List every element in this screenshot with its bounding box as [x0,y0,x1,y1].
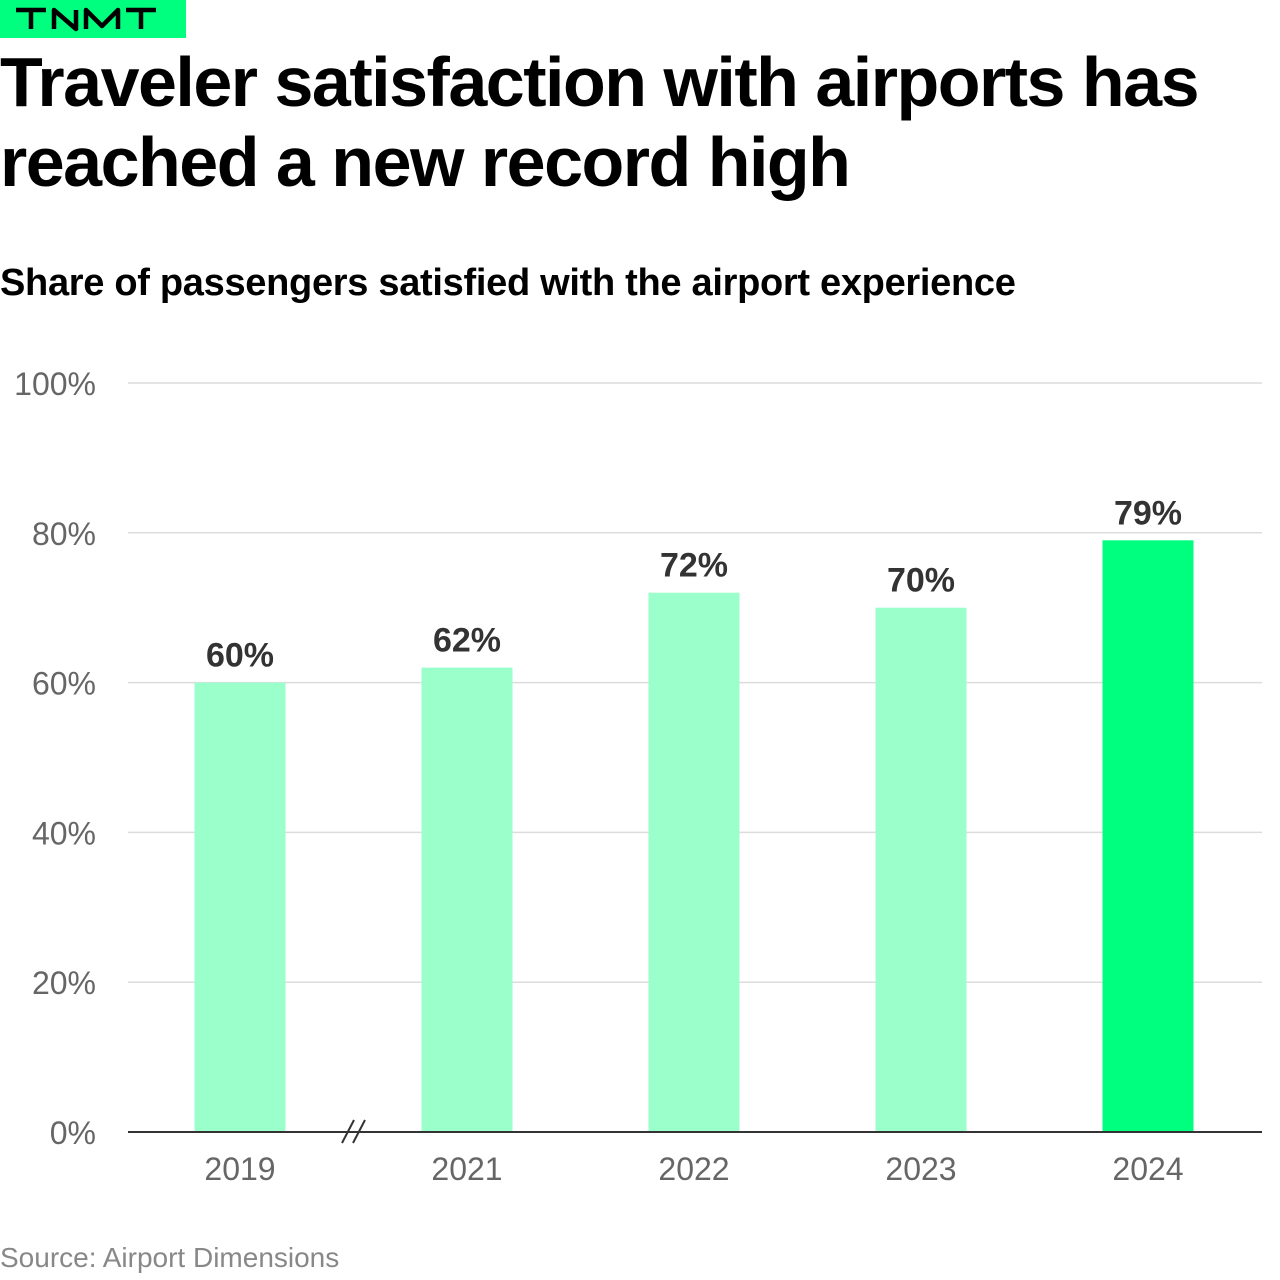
y-tick-label: 0% [50,1115,96,1151]
bar-2023 [875,607,967,1132]
y-tick-label: 20% [32,965,96,1001]
data-label: 72% [660,547,728,585]
bar-2021 [421,667,513,1132]
x-tick-label: 2022 [658,1151,729,1187]
chart-subtitle: Share of passengers satisfied with the a… [0,262,1016,304]
bar-2019 [194,682,286,1132]
x-tick-label: 2024 [1112,1151,1183,1187]
data-label: 70% [887,562,955,600]
tnmt-logo-icon [16,7,156,32]
data-label: 60% [206,637,274,675]
bar-2024 [1102,540,1194,1132]
y-tick-label: 40% [32,815,96,851]
y-tick-label: 60% [32,666,96,702]
x-tick-label: 2023 [885,1151,956,1187]
source-note: Source: Airport Dimensions [0,1242,340,1273]
data-label: 79% [1114,494,1182,532]
chart-title: Traveler satisfaction with airports has … [0,43,1200,201]
y-tick-label: 80% [32,516,96,552]
y-tick-label: 100% [14,366,96,402]
x-tick-label: 2019 [204,1151,275,1187]
axis-break-icon [341,1119,366,1144]
brand-logo [0,0,186,38]
x-tick-label: 2021 [431,1151,502,1187]
data-label: 62% [433,622,501,660]
bar-2022 [648,592,740,1132]
